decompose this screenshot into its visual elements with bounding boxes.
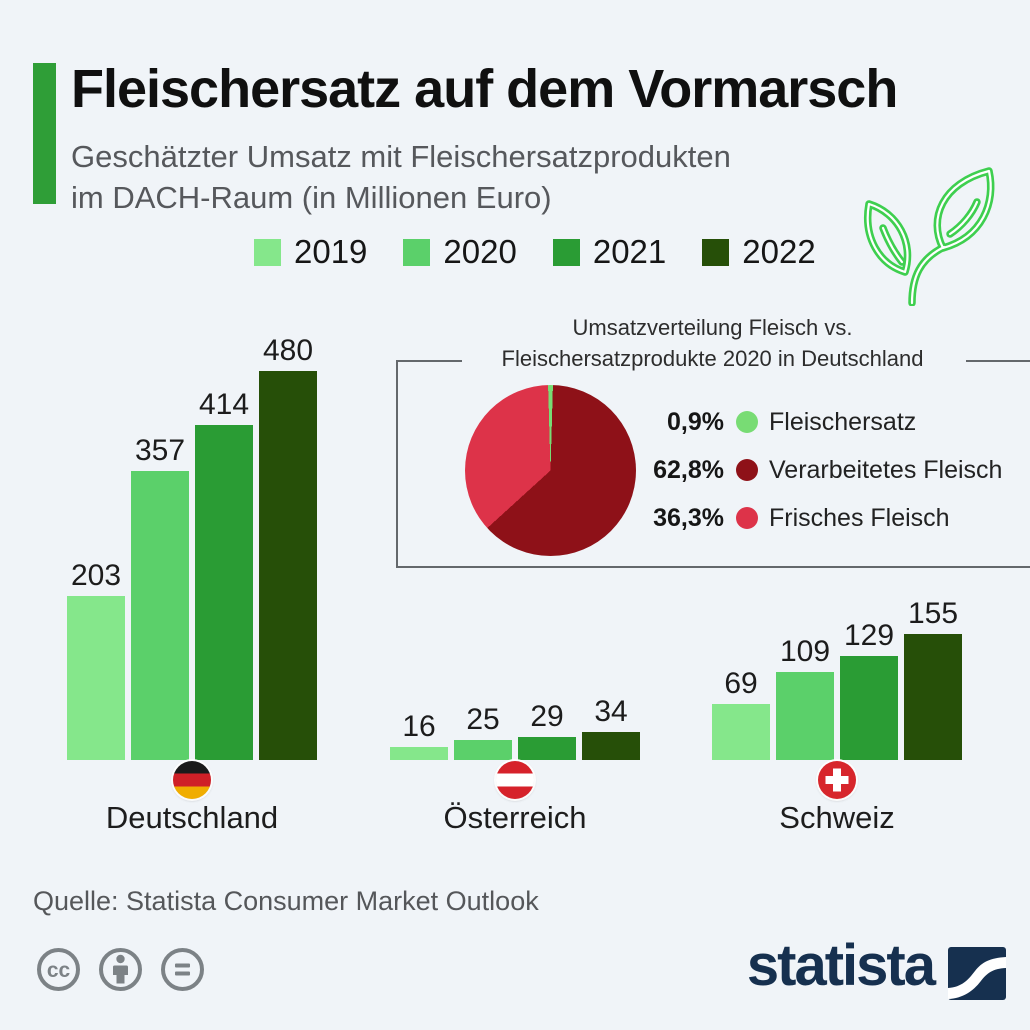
bar-group-schweiz: 69 109 129 155	[712, 330, 962, 760]
bar-Österreich-2021: 29	[518, 700, 576, 760]
bar	[67, 596, 125, 760]
austria-flag-icon	[496, 761, 534, 799]
country-label-deutschland: Deutschland	[105, 800, 279, 835]
pie-legend-row: 0,9% Fleischersatz	[652, 398, 1002, 446]
pie-box-border-left	[396, 360, 398, 568]
legend-swatch-2021	[552, 238, 580, 266]
pie-legend-color-dot	[736, 411, 758, 433]
title-accent-bar	[33, 63, 56, 204]
pie-legend-color-dot	[736, 507, 758, 529]
pie-legend-row: 62,8% Verarbeitetes Fleisch	[652, 446, 1002, 494]
switzerland-flag-icon	[818, 761, 856, 799]
pie-legend-label: Frisches Fleisch	[769, 503, 950, 532]
germany-flag-icon	[173, 761, 211, 799]
legend-swatch-2020	[403, 238, 431, 266]
bar-value-label: 25	[466, 703, 500, 736]
bar	[390, 747, 448, 760]
bar	[776, 672, 834, 760]
legend-item-2020: 2020	[403, 233, 517, 271]
bar-Schweiz-2019: 69	[712, 667, 770, 760]
bar-Österreich-2020: 25	[454, 703, 512, 760]
pie-chart-title: Umsatzverteilung Fleisch vs. Fleischersa…	[400, 312, 1025, 374]
bar-Österreich-2019: 16	[390, 710, 448, 760]
bar-value-label: 480	[262, 334, 314, 367]
country-schweiz: Schweiz	[712, 761, 962, 836]
legend-swatch-2022	[702, 238, 730, 266]
legend-item-2021: 2021	[552, 233, 667, 271]
svg-text:cc: cc	[47, 959, 71, 982]
bar-Deutschland-2022: 480	[259, 334, 317, 760]
bar-value-label: 34	[594, 695, 628, 728]
bar-value-label: 69	[724, 667, 758, 700]
legend-swatch-2019	[254, 238, 281, 266]
bar-Schweiz-2022: 155	[904, 597, 962, 760]
equals-icon[interactable]	[159, 946, 206, 993]
country-label-schweiz: Schweiz	[779, 800, 895, 835]
bar-Österreich-2022: 34	[582, 695, 640, 760]
pie-legend: 0,9% Fleischersatz 62,8% Verarbeitetes Flei…	[652, 398, 1002, 542]
pie-legend-label: Fleischersatz	[769, 407, 917, 436]
bar	[259, 371, 317, 760]
legend-label: 2019	[294, 233, 368, 270]
bar-value-label: 16	[402, 710, 436, 743]
year-legend: 2019 2020 2021 2022	[254, 233, 816, 271]
pie-title-line-1: Umsatzverteilung Fleisch vs.	[572, 315, 853, 340]
bar-value-label: 129	[843, 619, 895, 652]
bar	[840, 656, 898, 760]
bar	[131, 471, 189, 760]
country-deutschland: Deutschland	[67, 761, 317, 836]
pie-legend-percent: 36,3%	[653, 503, 724, 532]
subtitle-line-2: im DACH-Raum (in Millionen Euro)	[71, 180, 552, 215]
bar-value-label: 29	[530, 700, 564, 733]
bar-group-deutschland: 203 357 414 480	[67, 330, 317, 760]
pie-box-border-bottom	[396, 566, 1030, 568]
bar	[582, 732, 640, 760]
bar-value-label: 109	[779, 635, 831, 668]
bar	[712, 704, 770, 760]
page-title: Fleischersatz auf dem Vormarsch	[71, 59, 898, 119]
bar	[518, 737, 576, 760]
bar	[454, 740, 512, 760]
source-text: Quelle: Statista Consumer Market Outlook	[33, 886, 539, 916]
bar-value-label: 357	[134, 434, 186, 467]
sprout-leaf-icon	[864, 167, 995, 306]
bar-group-oesterreich: 16 25 29 34	[390, 330, 640, 760]
legend-item-2019: 2019	[254, 233, 367, 271]
subtitle-line-1: Geschätzter Umsatz mit Fleischersatzprod…	[71, 139, 731, 174]
attribution-person-icon[interactable]	[97, 946, 144, 993]
statista-logo-text[interactable]: statista	[746, 933, 936, 998]
pie-legend-row: 36,3% Frisches Fleisch	[652, 494, 1002, 542]
bar-Schweiz-2020: 109	[776, 635, 834, 760]
pie-chart	[465, 385, 636, 556]
pie-legend-label: Verarbeitetes Fleisch	[769, 455, 1003, 484]
bar	[904, 634, 962, 760]
statista-logo-mark[interactable]	[948, 947, 1006, 1000]
legend-label: 2022	[742, 233, 816, 270]
subtitle: Geschätzter Umsatz mit Fleischersatzprod…	[71, 136, 731, 218]
cc-icon[interactable]: cc	[35, 946, 82, 993]
pie-box-border-top-right	[966, 360, 1030, 362]
bar-Deutschland-2021: 414	[195, 388, 253, 760]
license-icons: cc	[35, 946, 206, 993]
pie-box-border-top-left	[396, 360, 462, 362]
pie-legend-percent: 62,8%	[653, 455, 724, 484]
pie-title-line-2: Fleischersatzprodukte 2020 in Deutschlan…	[501, 346, 924, 371]
bar-value-label: 414	[198, 388, 250, 421]
country-oesterreich: Österreich	[390, 761, 640, 836]
legend-label: 2021	[592, 233, 667, 270]
bar-value-label: 155	[907, 597, 959, 630]
country-label-oesterreich: Österreich	[443, 800, 587, 835]
bar-Deutschland-2020: 357	[131, 434, 189, 760]
pie-legend-color-dot	[736, 459, 758, 481]
bar	[195, 425, 253, 760]
legend-item-2022: 2022	[702, 233, 816, 271]
bar-Deutschland-2019: 203	[67, 559, 125, 760]
bar-value-label: 203	[70, 559, 122, 592]
pie-legend-percent: 0,9%	[667, 407, 724, 436]
bar-Schweiz-2021: 129	[840, 619, 898, 760]
legend-label: 2020	[443, 233, 517, 270]
